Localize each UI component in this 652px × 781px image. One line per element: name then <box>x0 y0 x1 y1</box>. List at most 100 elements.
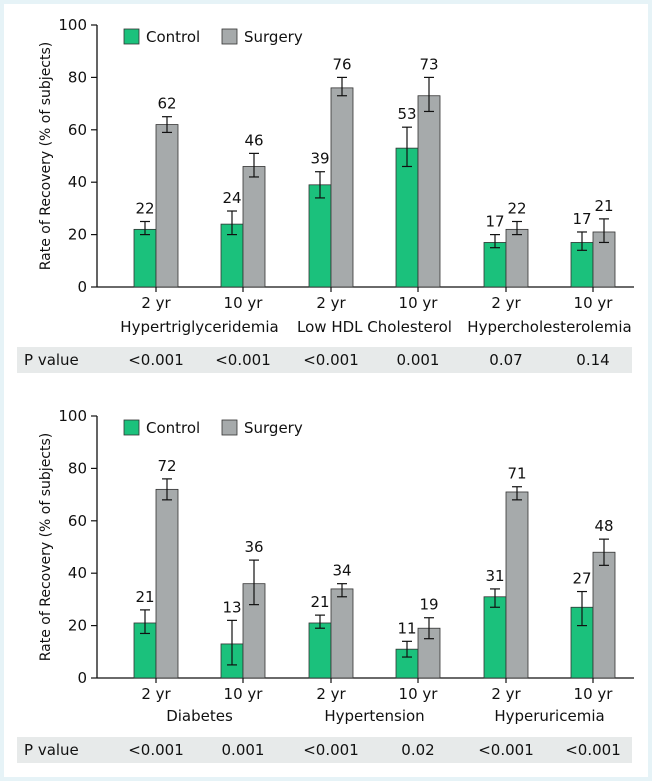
x-tick-label: 2 yr <box>491 294 521 312</box>
y-tick-label: 40 <box>68 564 87 582</box>
p-value: <0.001 <box>128 351 184 369</box>
p-value-label: P value <box>24 351 79 369</box>
x-tick-label: 10 yr <box>399 685 439 703</box>
p-value-band <box>17 737 632 763</box>
group-label: Hyperuricemia <box>494 707 604 725</box>
bar-surgery <box>242 166 266 288</box>
p-value: <0.001 <box>215 351 271 369</box>
data-label-surgery: 71 <box>507 465 526 483</box>
y-tick-label: 100 <box>58 16 87 34</box>
legend-swatch-control <box>123 28 140 45</box>
x-tick-label: 2 yr <box>316 685 346 703</box>
x-tick-label: 2 yr <box>491 685 521 703</box>
legend-label-surgery: Surgery <box>244 419 303 437</box>
data-label-surgery: 21 <box>594 197 613 215</box>
x-tick-label: 10 yr <box>224 685 264 703</box>
y-tick-label: 80 <box>68 68 87 86</box>
legend: Control Surgery <box>123 419 303 437</box>
group-label: Low HDL Cholesterol <box>297 318 452 336</box>
y-tick-label: 60 <box>68 512 87 530</box>
legend-swatch-surgery <box>221 28 238 45</box>
legend-label-control: Control <box>146 419 200 437</box>
data-label-control: 24 <box>222 189 241 207</box>
data-label-surgery: 36 <box>244 538 263 556</box>
group-label: Hypertriglyceridemia <box>120 318 278 336</box>
bar-control <box>395 147 419 288</box>
data-label-control: 27 <box>572 570 591 588</box>
bar-control <box>308 184 332 288</box>
bar-surgery <box>330 588 354 679</box>
data-label-control: 21 <box>310 593 329 611</box>
p-value-band <box>17 347 632 373</box>
data-label-control: 11 <box>397 619 416 637</box>
bar-control <box>483 596 507 679</box>
p-value: 0.14 <box>576 351 609 369</box>
data-label-control: 21 <box>135 588 154 606</box>
y-axis-label: Rate of Recovery (% of subjects) <box>38 433 54 662</box>
data-label-surgery: 19 <box>419 596 438 614</box>
p-value: <0.001 <box>565 741 621 759</box>
data-label-control: 39 <box>310 150 329 168</box>
legend-swatch-control <box>123 419 140 436</box>
data-label-surgery: 73 <box>419 55 438 73</box>
group-label: Hypercholesterolemia <box>467 318 631 336</box>
x-tick-label: 10 yr <box>224 294 264 312</box>
p-value: <0.001 <box>128 741 184 759</box>
legend-label-surgery: Surgery <box>244 28 303 46</box>
y-tick-label: 100 <box>58 407 87 425</box>
x-tick-label: 10 yr <box>399 294 439 312</box>
p-value-row: P value <0.001 0.001 <0.001 0.02 <0.001 <0.001 <box>17 737 632 763</box>
bar-surgery <box>330 87 354 288</box>
data-label-control: 13 <box>222 598 241 616</box>
p-value: <0.001 <box>303 351 359 369</box>
data-label-surgery: 72 <box>157 457 176 475</box>
data-label-surgery: 22 <box>507 200 526 218</box>
data-label-surgery: 34 <box>332 562 351 580</box>
data-label-surgery: 46 <box>244 131 263 149</box>
data-label-control: 17 <box>485 213 504 231</box>
y-tick-label: 0 <box>77 669 87 687</box>
p-value: 0.001 <box>397 351 440 369</box>
data-label-surgery: 48 <box>594 517 613 535</box>
data-label-control: 31 <box>485 567 504 585</box>
x-tick-label: 10 yr <box>574 294 614 312</box>
legend-label-control: Control <box>146 28 200 46</box>
y-tick-label: 60 <box>68 121 87 139</box>
group-label: Diabetes <box>166 707 233 725</box>
x-tick-label: 2 yr <box>141 685 171 703</box>
y-tick-label: 20 <box>68 617 87 635</box>
x-tick-label: 10 yr <box>574 685 614 703</box>
y-tick-label: 80 <box>68 459 87 477</box>
legend: Control Surgery <box>123 28 303 46</box>
legend-swatch-surgery <box>221 419 238 436</box>
x-tick-label: 2 yr <box>316 294 346 312</box>
p-value-label: P value <box>24 741 79 759</box>
p-value-row: P value <0.001 <0.001 <0.001 0.001 0.07 0.14 <box>17 347 632 373</box>
y-tick-label: 20 <box>68 226 87 244</box>
bar-surgery <box>155 488 179 679</box>
bar-surgery <box>417 95 441 288</box>
bar-surgery <box>505 228 529 288</box>
bar-surgery <box>505 491 529 679</box>
y-tick-label: 0 <box>77 278 87 296</box>
data-label-surgery: 62 <box>157 95 176 113</box>
bar-control <box>308 622 332 679</box>
bar-control <box>133 228 157 288</box>
p-value: 0.02 <box>401 741 434 759</box>
data-label-control: 53 <box>397 105 416 123</box>
bar-surgery <box>155 124 179 288</box>
p-value: 0.001 <box>222 741 265 759</box>
bar-surgery <box>592 551 616 679</box>
y-tick-label: 40 <box>68 173 87 191</box>
group-label: Hypertension <box>324 707 424 725</box>
y-axis-label: Rate of Recovery (% of subjects) <box>38 42 54 271</box>
p-value: <0.001 <box>303 741 359 759</box>
data-label-control: 17 <box>572 210 591 228</box>
p-value: 0.07 <box>489 351 522 369</box>
data-label-control: 22 <box>135 200 154 218</box>
data-label-surgery: 76 <box>332 55 351 73</box>
p-value: <0.001 <box>478 741 534 759</box>
